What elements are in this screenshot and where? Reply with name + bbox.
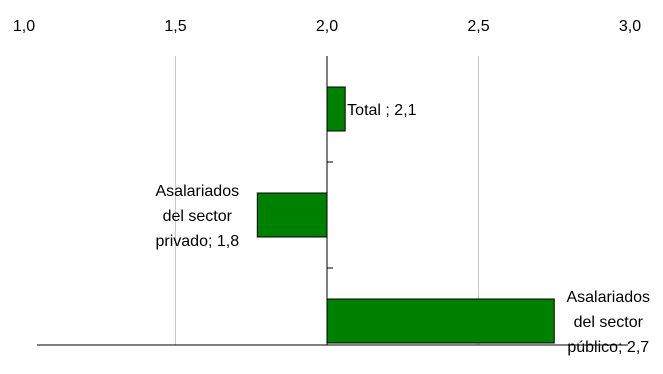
data-label-line: Total ; 2,1 <box>347 102 416 119</box>
data-label: Total ; 2,1 <box>347 102 416 119</box>
x-tick-label: 1,5 <box>164 18 186 35</box>
data-label: Asalariados del sector privado; 1,8 <box>156 183 240 250</box>
bar <box>326 298 555 344</box>
bars <box>256 86 555 344</box>
data-label-line: del sector <box>163 208 233 225</box>
data-label-line: Asalariados <box>156 183 240 200</box>
data-label-line: del sector <box>574 314 644 331</box>
x-tick-label: 2,0 <box>316 18 338 35</box>
x-tick-label: 2,5 <box>467 18 489 35</box>
grid-lines <box>175 56 479 345</box>
data-labels: Total ; 2,1 Asalariados del sector privado;… <box>156 102 651 356</box>
data-label-line: privado; 1,8 <box>156 233 240 250</box>
x-tick-labels: 1,0 1,5 2,0 2,5 3,0 <box>13 18 641 35</box>
data-label-line: Asalariados <box>566 289 650 306</box>
data-label: Asalariados del sector público; 2,7 <box>566 289 650 356</box>
x-tick-label: 3,0 <box>619 18 641 35</box>
data-label-line: público; 2,7 <box>567 339 649 356</box>
bar <box>326 86 346 132</box>
x-tick-label: 1,0 <box>13 18 35 35</box>
bar <box>256 192 328 238</box>
